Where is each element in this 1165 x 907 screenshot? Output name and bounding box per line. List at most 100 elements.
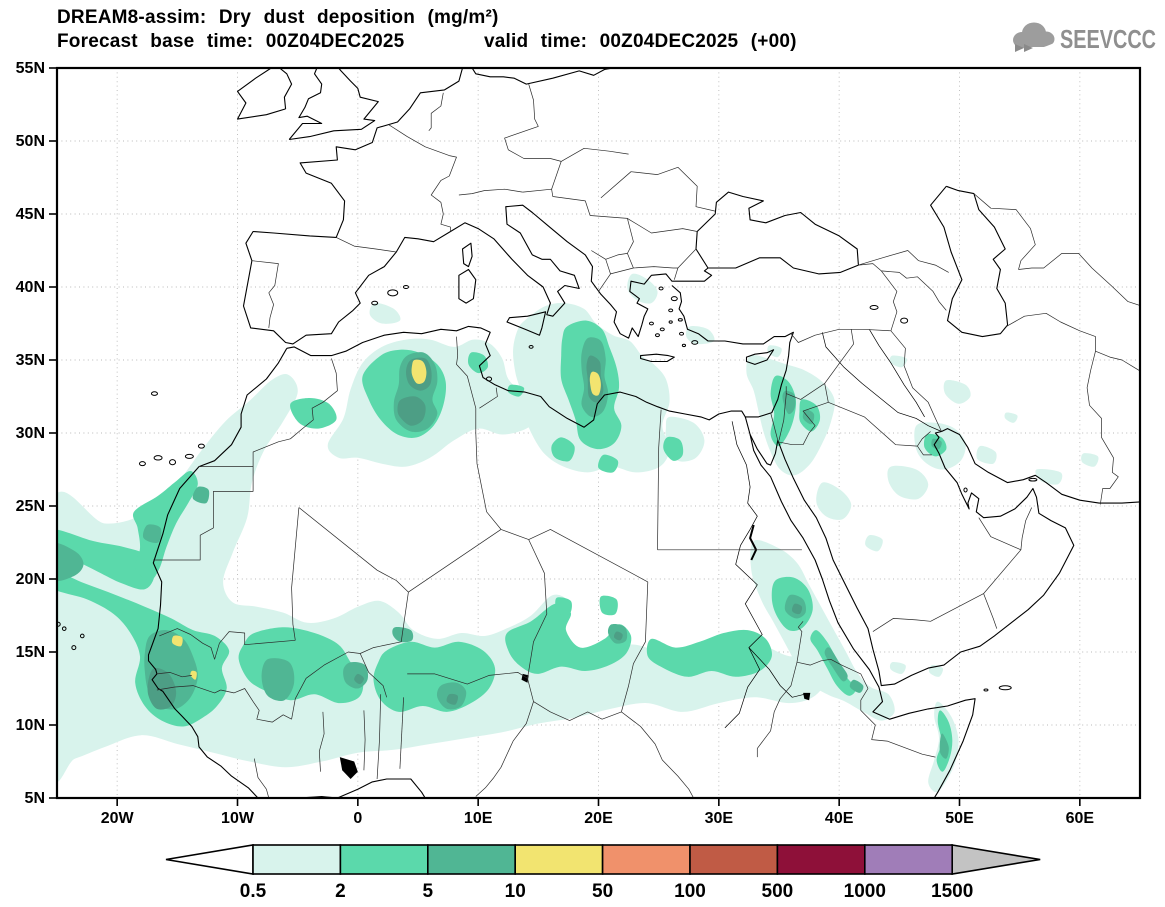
island [963, 487, 968, 493]
country-border [677, 248, 697, 269]
country-border [251, 260, 279, 328]
dust-contour-l5 [192, 486, 210, 504]
dust-contour-l05 [1035, 468, 1063, 485]
coastline [744, 416, 976, 798]
country-border [407, 672, 528, 685]
country-border [824, 383, 829, 403]
dust-contour-l5 [824, 647, 848, 682]
country-border [824, 329, 854, 384]
island [61, 626, 67, 631]
coastline [242, 68, 713, 345]
colorbar: 0.5 2 5 10 50 100 500 1000 1500 [165, 844, 1041, 902]
country-border [590, 215, 698, 234]
country-border [790, 328, 891, 343]
country-border [336, 237, 397, 253]
island [681, 343, 687, 348]
dust-contour-l2 [646, 629, 772, 677]
lake [803, 692, 811, 701]
dust-contour-l05 [369, 302, 401, 324]
dust-contour-l2 [598, 454, 619, 473]
island [869, 304, 879, 310]
dust-contour-l5 [143, 524, 162, 543]
dust-contour-l05 [928, 664, 943, 677]
colorbar-cell [776, 844, 866, 875]
country-border [657, 409, 662, 550]
country-borders [153, 83, 1140, 798]
island [485, 376, 493, 382]
dust-contour-l05 [1004, 412, 1018, 423]
country-border [786, 383, 825, 400]
x-tick-label: 30E [705, 810, 734, 827]
dust-contour-l2 [507, 384, 525, 397]
island [197, 443, 205, 449]
country-border [458, 188, 523, 196]
country-border [1095, 350, 1140, 372]
country-border [1006, 312, 1119, 505]
x-tick-label: 20E [584, 810, 613, 827]
coastline [236, 68, 286, 120]
dust-contour-l05 [1081, 453, 1099, 467]
country-border [298, 507, 409, 593]
island [387, 289, 399, 297]
colorbar-cell [426, 844, 516, 875]
dust-contour-l7 [446, 693, 459, 705]
country-border [621, 711, 694, 798]
lake [339, 757, 358, 779]
country-border [156, 685, 221, 694]
colorbar-cell [514, 844, 604, 875]
island [1028, 477, 1038, 482]
country-border [359, 653, 388, 698]
page-title: DREAM8-assim: Dry dust deposition (mg/m²… [57, 7, 499, 28]
coastline [279, 68, 293, 109]
logo-graphic: SEEVCCC [1005, 22, 1156, 55]
island [998, 685, 1012, 691]
country-border [796, 621, 804, 663]
dust-deposition-shading [57, 273, 1099, 793]
island-coastline [461, 242, 473, 268]
island [668, 320, 673, 324]
island [71, 645, 77, 651]
dust-contour-l05 [627, 273, 658, 304]
colorbar-label: 2 [335, 881, 346, 902]
y-tick-label: 30N [16, 425, 45, 442]
dust-contour-l10 [171, 635, 183, 647]
colorbar-cell [689, 844, 779, 875]
country-border [153, 466, 254, 561]
axes: 20W 10W 0 10E 20E 30E 40E 50E 60E 55N 50N 45N 40N 35N… [16, 60, 1095, 827]
country-border [890, 330, 942, 432]
island-coastline [506, 311, 547, 336]
dust-contour-l5 [849, 679, 864, 693]
island [658, 286, 664, 291]
colorbar-label: 100 [674, 881, 706, 902]
country-border [605, 253, 628, 260]
colorbar-over-arrow [951, 844, 1041, 875]
dust-contour-l2 [599, 595, 618, 616]
country-border [881, 270, 898, 331]
colorbar-label: 5 [423, 881, 434, 902]
dust-contour-l10 [190, 670, 197, 680]
coastline [286, 285, 794, 428]
country-border [399, 697, 404, 769]
x-tick-label: 60E [1066, 810, 1095, 827]
dust-contour-l5 [931, 438, 942, 450]
dust-contour-l5 [261, 658, 295, 701]
dust-contour-l5 [57, 542, 84, 582]
country-border [633, 266, 678, 269]
island [402, 285, 409, 289]
y-tick-label: 55N [16, 60, 45, 77]
country-border [214, 631, 296, 660]
island [57, 621, 61, 627]
country-border [860, 688, 936, 758]
country-border [220, 688, 292, 723]
country-border [673, 267, 679, 280]
x-tick-label: 50E [945, 810, 974, 827]
country-border [872, 593, 984, 632]
island [648, 321, 654, 326]
y-tick-label: 5N [25, 790, 45, 807]
x-tick-label: 10E [464, 810, 493, 827]
country-border [291, 592, 409, 720]
country-border [388, 124, 457, 232]
country-border [828, 401, 918, 447]
country-border [408, 529, 502, 593]
